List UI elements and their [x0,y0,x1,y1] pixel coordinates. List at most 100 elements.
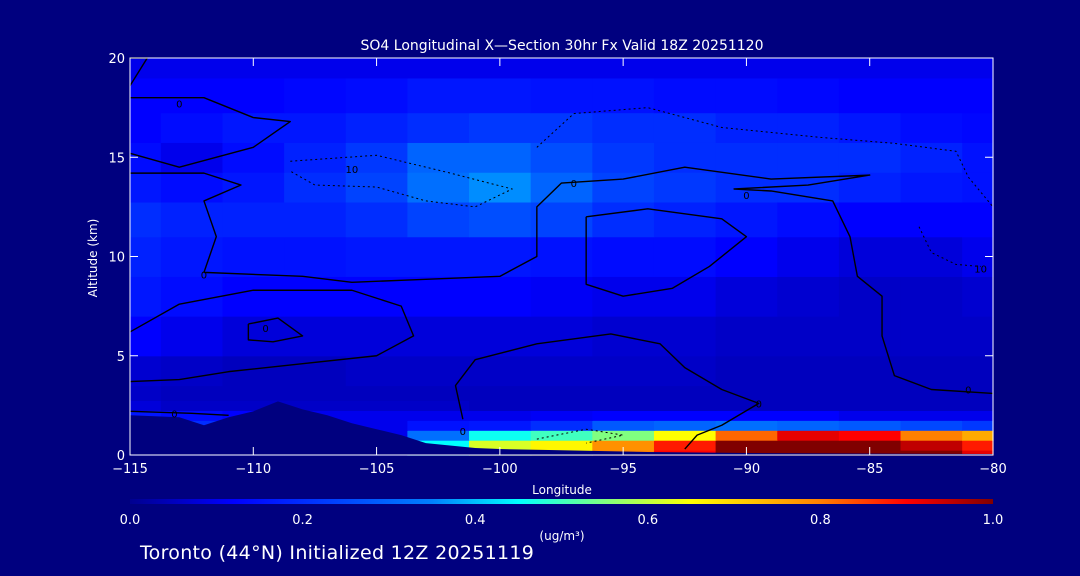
field-cell [900,142,963,173]
field-cell [653,385,717,402]
field-cell [469,440,532,451]
field-cell [653,316,717,357]
field-cell [777,410,840,421]
field-cell [407,355,470,387]
field-cell [715,276,778,317]
field-cell [653,276,717,317]
field-cell [160,355,224,387]
field-cell [777,385,840,402]
field-cell [592,385,655,402]
field-cell [530,58,593,79]
x-tick-label: −80 [979,462,1006,477]
field-cell [530,355,593,387]
field-cell [592,142,655,173]
terrain-mask [130,401,993,455]
field-cell [592,58,655,79]
field-cell [653,77,717,114]
field-cell [284,236,347,277]
field-cell [962,355,994,387]
field-cell [653,400,717,411]
field-cell [222,400,285,411]
field-cell [962,440,994,451]
field-cell [777,450,840,456]
field-cell [653,201,717,238]
field-cell [530,77,593,114]
field-cell [469,142,532,173]
field-cell [715,440,778,451]
field-cell [407,201,470,238]
field-cell [407,172,470,203]
x-tick-label: −115 [112,462,148,477]
field-cell [407,400,470,411]
field-cell [130,385,162,402]
field-cell [284,112,347,143]
field-cell [592,201,655,238]
field-cell [469,410,532,421]
contour-label: 0 [176,100,182,111]
field-cell [530,112,593,143]
contour-line-solid [130,166,994,395]
field-cell [715,236,778,277]
field-cell [838,385,902,402]
colorbar [130,499,993,504]
x-tick-label: −105 [359,462,395,477]
field-cell [469,430,532,441]
field-cell [345,355,408,387]
field-cell [530,400,593,411]
field-cell [592,112,655,143]
field-cell [530,430,593,441]
contour-label: 0 [171,409,177,420]
field-cell [284,355,347,387]
field-cell [900,355,963,387]
field-cell [345,172,408,203]
field-cell [715,112,778,143]
field-cell [345,420,408,431]
contour-label: 0 [262,324,268,335]
colorbar-tick-label: 1.0 [983,513,1004,528]
field-cell [900,430,963,441]
contour-label: 0 [743,191,749,202]
field-cell [284,58,347,79]
field-cell [130,112,162,143]
axis-ticks: −115 −110 −105 −100 −95 −90 −85 −80 0 5 10 15 20 [108,52,1006,477]
field-cell [777,440,840,451]
contour-label-layer: 0 0 0 0 10 0 0 0 0 0 10 [171,100,987,439]
field-cell [838,316,902,357]
field-cell [469,236,532,277]
field-cell [345,77,408,114]
field-cell [284,201,347,238]
x-tick-label: −95 [609,462,636,477]
field-cell [222,385,285,402]
field-cell [838,440,902,451]
field-cell [469,355,532,387]
field-cell [530,420,593,431]
field-cell [407,276,470,317]
field-cell [838,77,902,114]
field-cell [653,236,717,277]
field-cell [469,385,532,402]
field-cell [777,201,840,238]
field-cell [469,420,532,431]
field-cell [777,77,840,114]
contour-label: 0 [460,427,466,438]
field-cell [592,410,655,421]
field-cell [160,385,224,402]
contour-line-solid [454,333,760,450]
field-cell [130,410,162,421]
field-cell [592,420,655,431]
contour-layer [129,57,994,450]
field-cell [653,440,717,451]
field-cell [962,430,994,441]
field-cell [222,77,285,114]
field-cell [653,410,717,421]
field-cell [592,430,655,441]
field-cell [777,236,840,277]
contour-line-solid [129,96,291,168]
field-cell [900,410,963,421]
colorbar-tick-label: 0.0 [120,513,141,528]
field-cell [407,420,470,431]
field-cell [284,77,347,114]
field-cell [592,400,655,411]
field-cell [715,58,778,79]
